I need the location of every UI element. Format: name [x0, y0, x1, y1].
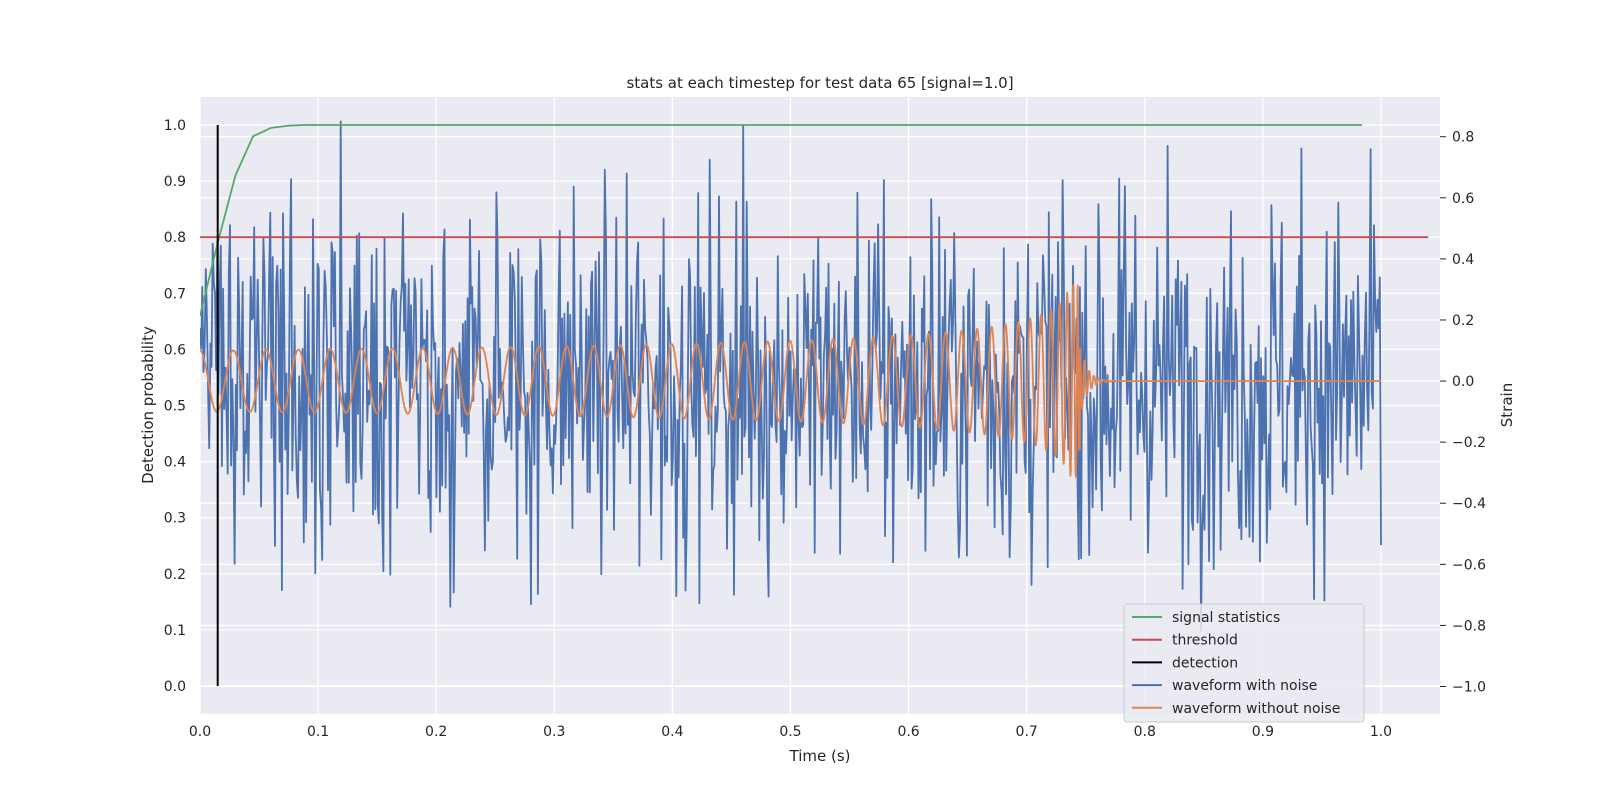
y2-tick-label: −0.8: [1452, 618, 1486, 634]
x-tick-label: 0.5: [779, 724, 801, 740]
legend: signal statistics threshold detection wavef…: [1123, 603, 1365, 723]
x-tick-label: 0.0: [189, 724, 211, 740]
y-tick-label: 0.5: [164, 399, 186, 415]
y-tick-label: 0.7: [164, 286, 186, 302]
y-tick-label: 0.4: [164, 455, 186, 471]
legend-label: signal statistics: [1172, 610, 1280, 626]
y-tick-label: 0.6: [164, 342, 186, 358]
x-tick-label: 0.8: [1134, 724, 1156, 740]
x-tick-label: 0.6: [897, 724, 919, 740]
y-tick-label: 0.8: [164, 230, 186, 246]
y2-tick-label: 0.0: [1452, 374, 1474, 390]
x-tick-label: 0.3: [543, 724, 565, 740]
series-waveform-with-noise: [200, 120, 1382, 632]
y2-tick-label: 0.6: [1452, 191, 1474, 207]
y-tick-label: 0.2: [164, 567, 186, 583]
legend-label: threshold: [1172, 633, 1238, 649]
series-signal-statistics: [200, 124, 1363, 317]
x-tick-label: 0.4: [661, 724, 683, 740]
legend-label: waveform with noise: [1172, 678, 1317, 694]
chart-title: stats at each timestep for test data 65 …: [626, 74, 1013, 92]
legend-box: [1123, 603, 1365, 723]
y2-tick-label: −0.4: [1452, 496, 1486, 512]
x-tick-label: 0.2: [425, 724, 447, 740]
y2-tick-label: 0.2: [1452, 313, 1474, 329]
y2-tick-label: 0.8: [1452, 130, 1474, 146]
y2-tick-label: −1.0: [1452, 680, 1486, 696]
x-tick-label: 1.0: [1370, 724, 1392, 740]
y2-tick-label: −0.6: [1452, 557, 1486, 573]
legend-label: detection: [1172, 655, 1238, 671]
y-tick-label: 0.0: [164, 679, 186, 695]
y2-tick-label: −0.2: [1452, 435, 1486, 451]
y-tick-label: 0.1: [164, 623, 186, 639]
legend-label: waveform without noise: [1172, 701, 1340, 717]
x-tick-label: 0.9: [1252, 724, 1274, 740]
right-y-axis-label: Strain: [1498, 383, 1516, 427]
x-tick-label: 0.1: [307, 724, 329, 740]
series-layer: [200, 120, 1429, 686]
axes: 0.0 0.1 0.2 0.3 0.4 0.5 0.6 0.7 0.8 0.9 1.0 0.0 0.1 0…: [164, 118, 1486, 740]
y-tick-label: 0.3: [164, 511, 186, 527]
y-tick-label: 1.0: [164, 118, 186, 134]
y-axis-label: Detection probability: [139, 326, 157, 484]
y2-tick-label: 0.4: [1452, 252, 1474, 268]
x-axis-label: Time (s): [789, 747, 851, 765]
y-tick-label: 0.9: [164, 174, 186, 190]
x-tick-label: 0.7: [1016, 724, 1038, 740]
series-waveform-without-noise: [200, 284, 1382, 478]
